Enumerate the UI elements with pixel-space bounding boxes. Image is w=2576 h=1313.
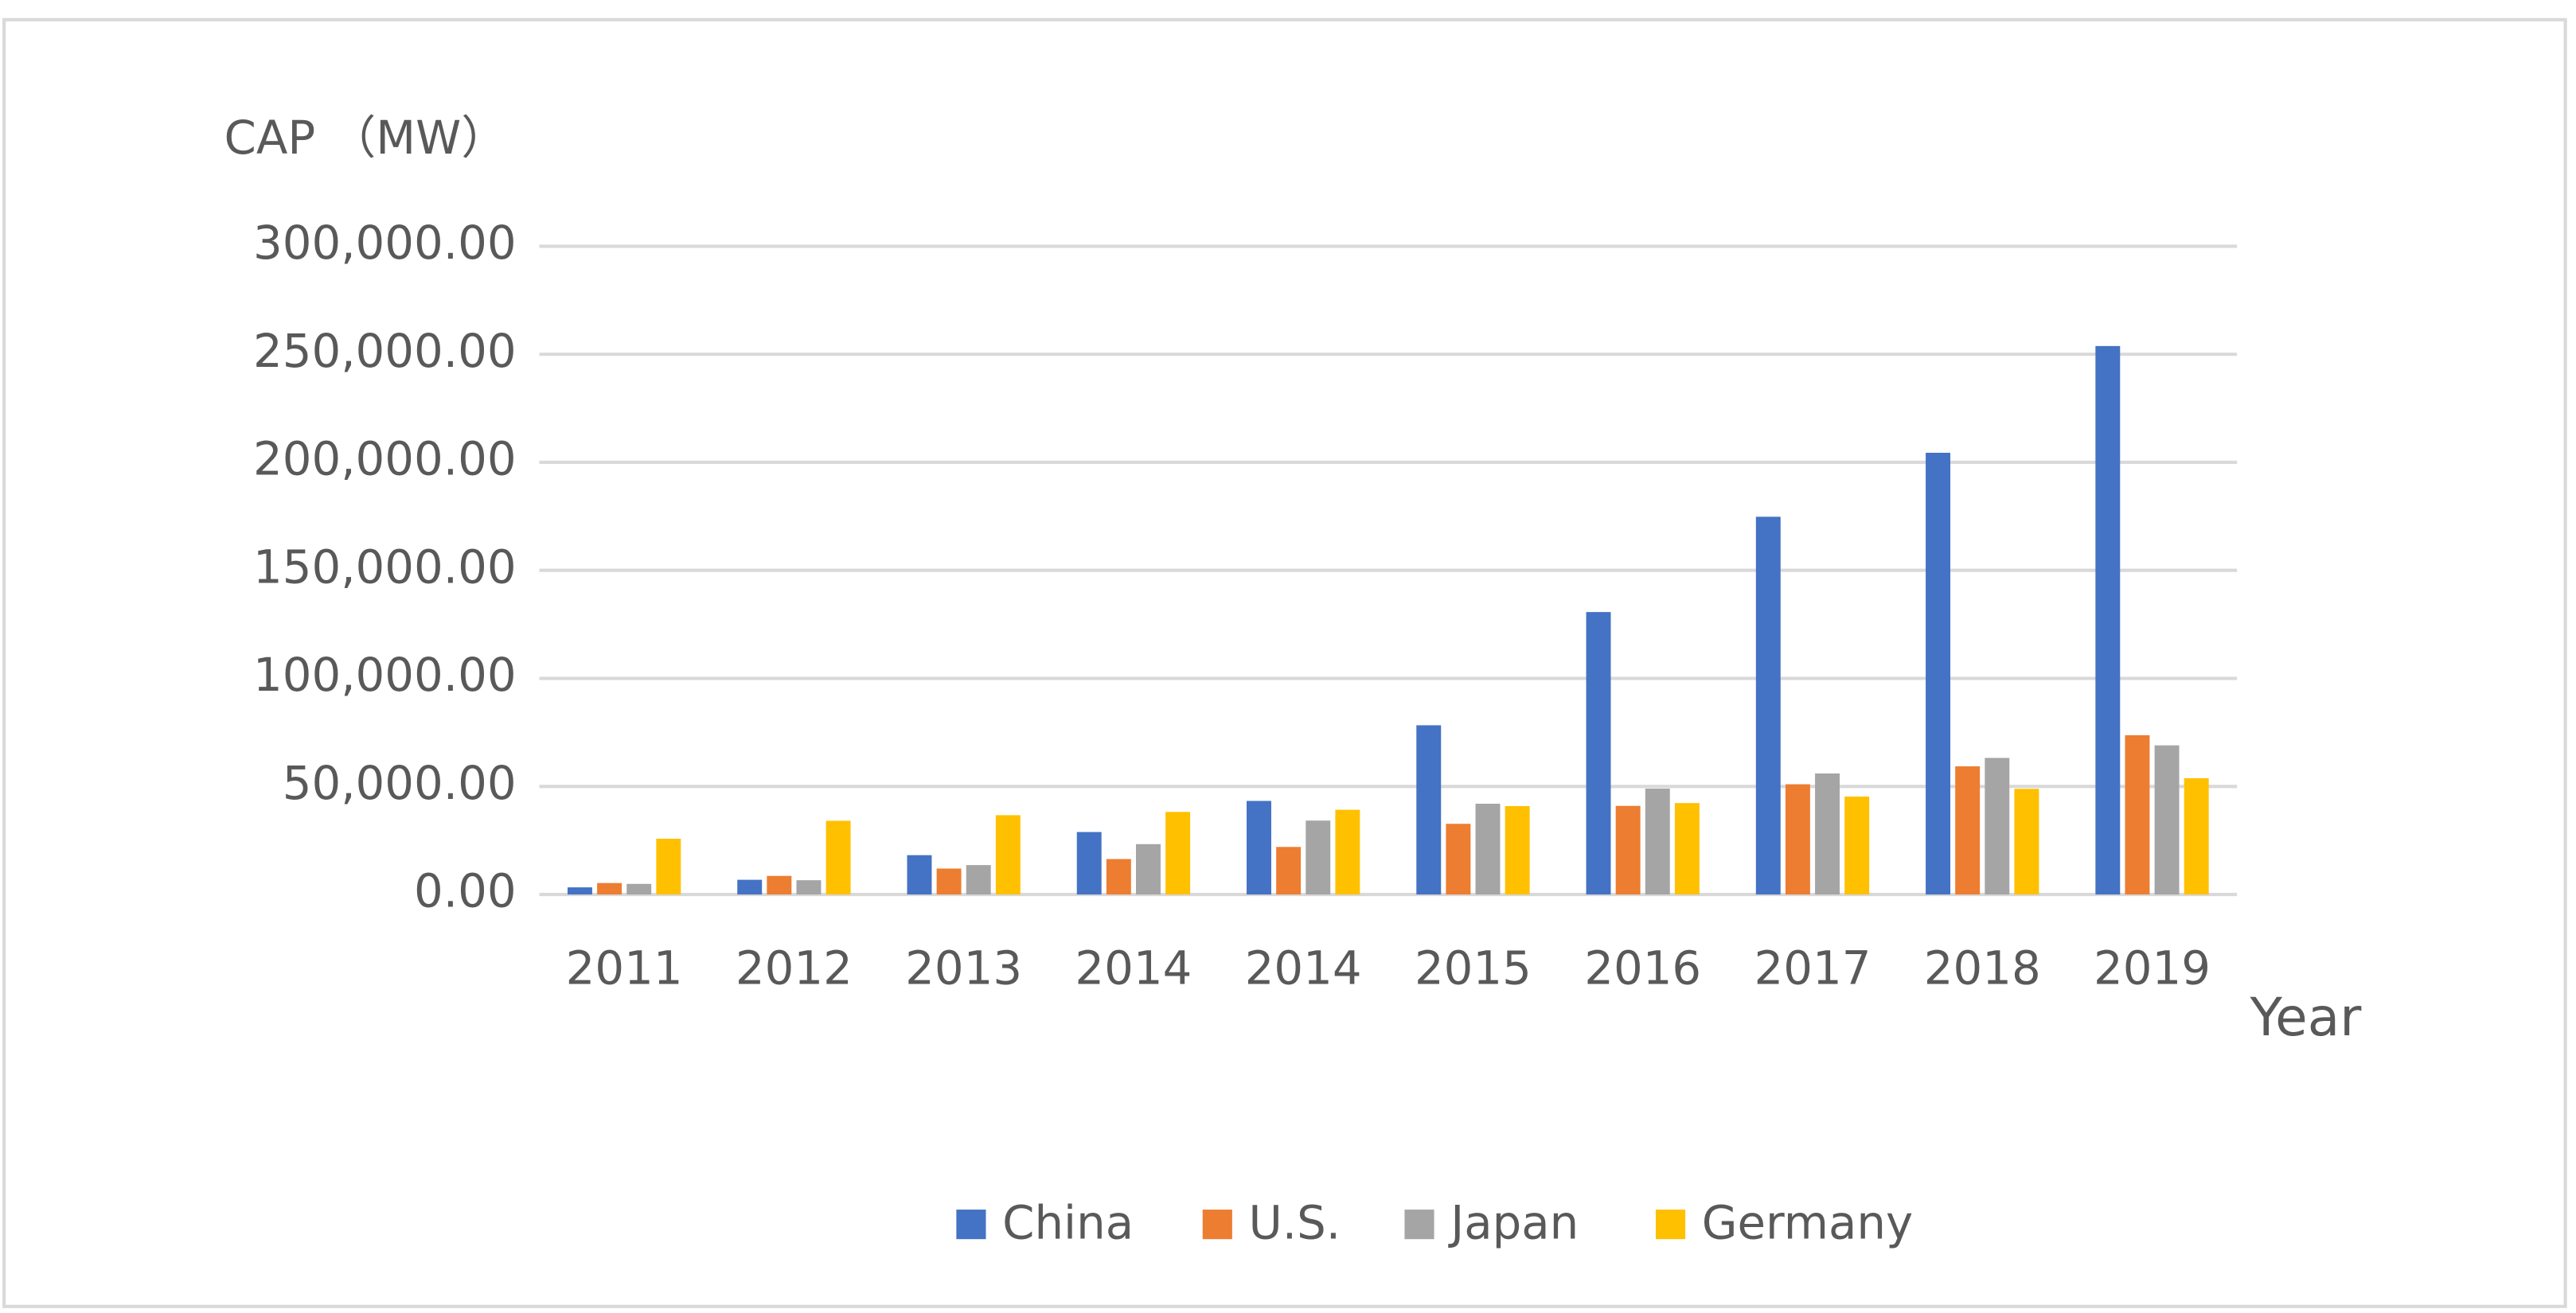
bar [1136, 844, 1161, 895]
bar [1247, 801, 1271, 895]
x-tick-label: 2013 [905, 941, 1022, 995]
bar [1815, 773, 1840, 895]
bar [1674, 803, 1700, 895]
legend-swatch [1656, 1210, 1686, 1240]
y-axis-label: CAP （MW） [224, 111, 507, 165]
bar [1446, 824, 1471, 895]
bar [966, 865, 991, 895]
bar [796, 880, 822, 895]
y-tick-label: 50,000.00 [283, 756, 517, 810]
bar [2184, 777, 2209, 895]
chart-frame [2, 18, 2567, 1308]
legend-label: China [1002, 1195, 1134, 1249]
legend-label: Germany [1702, 1195, 1913, 1249]
bar [767, 875, 792, 895]
bar [1306, 820, 1331, 895]
bar [1955, 766, 1981, 895]
x-tick-label: 2018 [1924, 941, 2041, 995]
bar [2154, 745, 2180, 895]
y-tick-label: 0.00 [414, 864, 517, 918]
bar [1106, 859, 1131, 895]
legend-swatch [1404, 1210, 1434, 1240]
bar [567, 887, 592, 895]
bar [1785, 784, 1810, 895]
bar [1926, 452, 1951, 895]
bar [626, 883, 652, 895]
bar [2095, 345, 2121, 895]
x-axis-label: Year [2250, 987, 2363, 1048]
x-tick-label: 2014 [1075, 941, 1192, 995]
bar [1755, 516, 1781, 895]
bar [1844, 797, 1870, 895]
bar [1475, 804, 1501, 895]
x-tick-label: 2014 [1245, 941, 1362, 995]
y-tick-label: 250,000.00 [253, 324, 517, 378]
bar [1416, 725, 1442, 895]
x-tick-label: 2016 [1584, 941, 1701, 995]
bar [936, 868, 962, 895]
bar [1615, 805, 1641, 895]
bar [1586, 612, 1611, 895]
y-tick-label: 300,000.00 [253, 216, 517, 270]
bar [656, 838, 681, 895]
bar [597, 882, 623, 895]
legend-swatch [1202, 1210, 1232, 1240]
y-tick-label: 200,000.00 [253, 432, 517, 486]
legend-label: U.S. [1249, 1195, 1341, 1249]
bar [1076, 832, 1102, 895]
bar [1505, 805, 1530, 895]
bar [737, 879, 763, 895]
x-tick-label: 2011 [566, 941, 683, 995]
y-tick-label: 150,000.00 [253, 540, 517, 594]
bar [1645, 788, 1670, 895]
bar [1165, 812, 1191, 895]
bar [907, 855, 932, 895]
bar [2014, 789, 2039, 895]
y-tick-label: 100,000.00 [253, 648, 517, 702]
x-tick-label: 2017 [1754, 941, 1871, 995]
legend-label: Japan [1448, 1195, 1579, 1249]
bar [2125, 734, 2150, 895]
x-tick-label: 2019 [2094, 941, 2211, 995]
bar [1276, 847, 1302, 895]
bar [995, 815, 1021, 895]
bar [825, 820, 851, 895]
x-tick-label: 2012 [736, 941, 853, 995]
bar [1335, 809, 1360, 895]
legend-swatch [956, 1210, 986, 1240]
x-tick-label: 2015 [1415, 941, 1532, 995]
bar [1985, 758, 2010, 895]
